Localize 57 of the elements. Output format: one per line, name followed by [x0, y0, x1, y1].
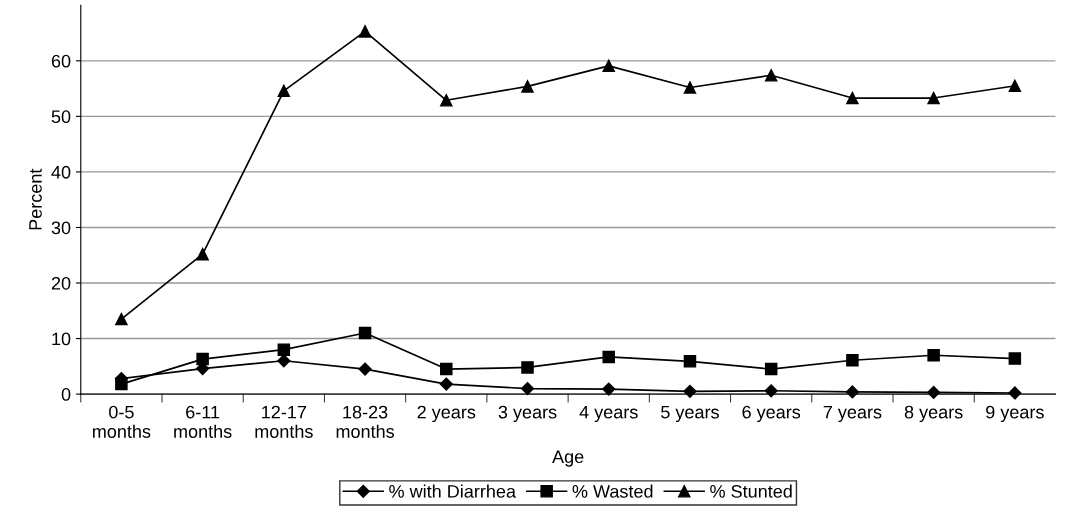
x-tick-label: 6-11 months: [174, 405, 232, 438]
x-axis-title: Age: [552, 450, 584, 467]
legend-label: % with Diarrhea: [389, 484, 516, 498]
y-tick-label: 60: [51, 54, 71, 68]
point: [1008, 79, 1022, 93]
point: [683, 355, 697, 368]
y-tick-label: 40: [51, 165, 71, 179]
x-tick-label: 12-17 months: [255, 405, 313, 438]
point: [521, 80, 534, 93]
point: [521, 361, 534, 374]
point: [196, 247, 209, 261]
point: [440, 362, 453, 376]
point: [440, 94, 453, 107]
x-tick-label: 6 years: [742, 405, 801, 423]
point: [764, 384, 778, 398]
legend-label: % Wasted: [572, 484, 653, 498]
point: [358, 326, 372, 340]
point: [927, 91, 940, 105]
x-tick-label: 0-5 months: [92, 405, 151, 438]
point: [683, 384, 697, 398]
y-tick-label: 30: [51, 221, 71, 235]
x-tick-label: 7 years: [823, 405, 882, 423]
x-tick-label: 5 years: [661, 405, 719, 423]
y-tick-label: 0: [61, 388, 71, 401]
point: [683, 81, 697, 94]
point: [764, 69, 778, 82]
legend-label: % Stunted: [710, 484, 792, 498]
point: [927, 385, 941, 400]
x-tick-label: 4 years: [579, 405, 638, 423]
point: [1008, 386, 1022, 400]
point: [927, 348, 940, 362]
y-tick-label: 20: [51, 276, 71, 290]
point: [277, 84, 291, 98]
x-tick-label: 8 years: [904, 405, 963, 423]
point: [115, 312, 128, 326]
y-tick-label: 50: [51, 110, 71, 124]
point: [846, 353, 859, 367]
point: [846, 91, 859, 105]
x-tick-label: 3 years: [498, 405, 557, 423]
x-tick-label: 18-23 months: [336, 405, 395, 438]
point: [764, 362, 778, 376]
x-tick-label: 9 years: [986, 405, 1044, 423]
point: [602, 59, 615, 73]
point: [520, 381, 535, 396]
point: [358, 25, 372, 38]
point: [196, 352, 209, 366]
point: [602, 350, 615, 364]
point: [358, 362, 372, 376]
y-tick-label: 10: [52, 332, 71, 346]
point: [1008, 352, 1022, 365]
point: [602, 382, 616, 396]
y-axis-title: Percent: [29, 168, 42, 230]
x-tick-label: 2 years: [417, 405, 476, 423]
point: [439, 377, 453, 391]
point: [277, 343, 291, 356]
point: [277, 354, 291, 368]
point: [845, 385, 859, 399]
